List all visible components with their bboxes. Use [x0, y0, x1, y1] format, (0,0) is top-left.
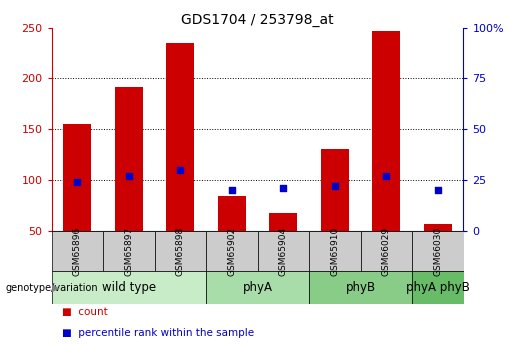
Point	[125, 174, 133, 179]
Text: phyA phyB: phyA phyB	[406, 281, 470, 294]
Text: GSM65897: GSM65897	[124, 226, 133, 276]
Text: genotype/variation: genotype/variation	[5, 283, 98, 293]
Bar	[206, 231, 258, 271]
Text: ▶: ▶	[52, 283, 59, 293]
Bar	[320, 149, 349, 231]
Text: GSM66030: GSM66030	[433, 226, 442, 276]
Text: ■  count: ■ count	[62, 307, 108, 317]
Text: GSM65910: GSM65910	[330, 226, 339, 276]
Point	[228, 188, 236, 193]
Text: GSM66029: GSM66029	[382, 227, 391, 276]
Text: GSM65898: GSM65898	[176, 226, 185, 276]
Text: ■  percentile rank within the sample: ■ percentile rank within the sample	[62, 328, 254, 338]
Bar	[360, 231, 412, 271]
Text: GSM65904: GSM65904	[279, 227, 288, 276]
Bar	[166, 43, 194, 231]
Point	[73, 179, 81, 185]
Bar	[258, 231, 309, 271]
Bar	[52, 231, 103, 271]
Bar	[63, 124, 91, 231]
Bar	[52, 271, 206, 304]
Text: phyB: phyB	[346, 281, 375, 294]
Text: GSM65896: GSM65896	[73, 226, 82, 276]
Bar	[423, 224, 452, 231]
Text: wild type: wild type	[101, 281, 156, 294]
Text: phyA: phyA	[243, 281, 272, 294]
Point	[382, 174, 390, 179]
Bar	[412, 231, 464, 271]
Text: GSM65902: GSM65902	[227, 227, 236, 276]
Bar	[103, 231, 154, 271]
Bar	[114, 87, 143, 231]
Bar	[154, 231, 206, 271]
Point	[176, 167, 184, 173]
Point	[279, 186, 287, 191]
Bar	[206, 271, 309, 304]
Title: GDS1704 / 253798_at: GDS1704 / 253798_at	[181, 12, 334, 27]
Bar	[309, 231, 360, 271]
Bar	[412, 271, 464, 304]
Bar	[269, 213, 297, 231]
Point	[331, 184, 339, 189]
Bar	[217, 196, 246, 231]
Bar	[372, 31, 400, 231]
Bar	[309, 271, 412, 304]
Point	[434, 188, 442, 193]
